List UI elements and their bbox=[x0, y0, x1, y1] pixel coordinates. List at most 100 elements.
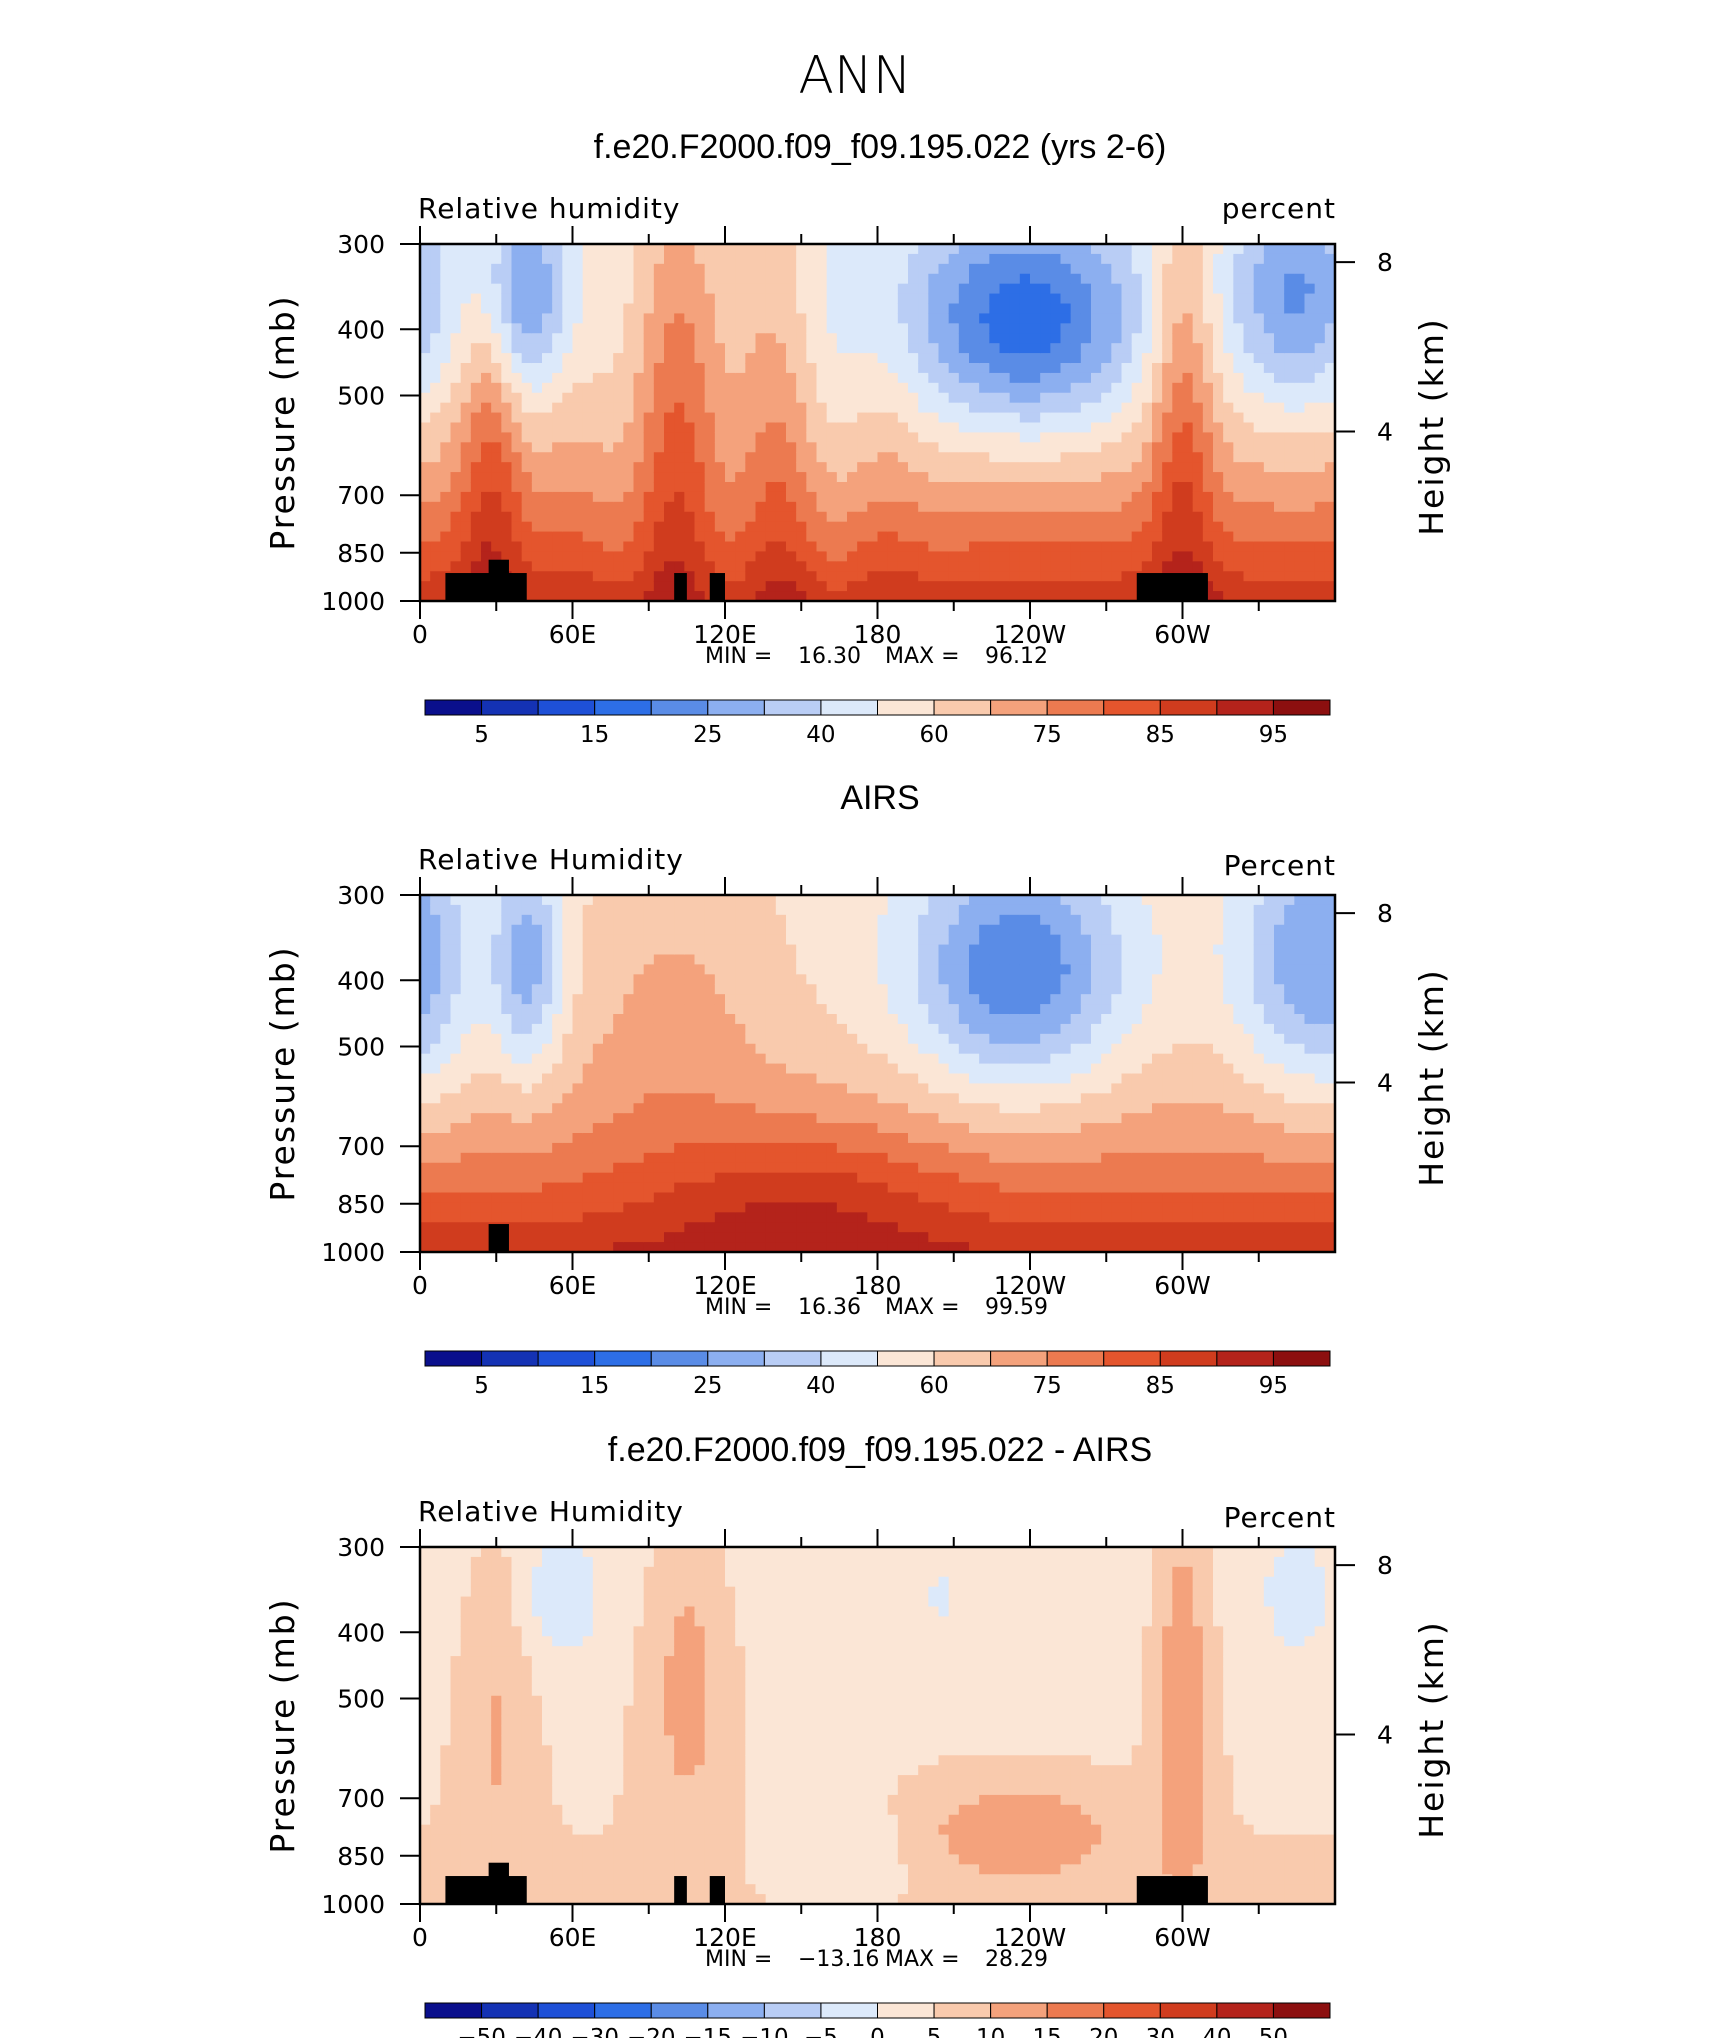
heatmap-cell bbox=[704, 541, 716, 553]
heatmap-cell bbox=[735, 964, 746, 975]
heatmap-cell bbox=[765, 531, 777, 543]
heatmap-cell bbox=[653, 541, 665, 553]
heatmap-cell bbox=[633, 1242, 645, 1253]
heatmap-cell bbox=[714, 462, 726, 473]
heatmap-cell bbox=[735, 1123, 746, 1134]
heatmap-cell bbox=[1141, 432, 1153, 443]
heatmap-cell bbox=[1294, 363, 1306, 374]
heatmap-cell bbox=[1243, 303, 1255, 315]
heatmap-cell bbox=[1121, 521, 1133, 533]
heatmap-cell bbox=[603, 244, 614, 255]
heatmap-cell bbox=[511, 462, 523, 473]
heatmap-cell bbox=[755, 1232, 767, 1243]
heatmap-cell bbox=[1274, 591, 1285, 602]
heatmap-cell bbox=[1050, 501, 1062, 513]
heatmap-cell bbox=[643, 1133, 655, 1144]
colorbar-box bbox=[877, 699, 935, 716]
heatmap-cell bbox=[938, 293, 950, 305]
heatmap-cell bbox=[440, 343, 452, 354]
heatmap-cell bbox=[420, 954, 431, 966]
heatmap-cell bbox=[704, 895, 716, 906]
heatmap-cell bbox=[1101, 343, 1112, 354]
heatmap-cell bbox=[847, 462, 858, 473]
heatmap-cell bbox=[826, 1073, 838, 1085]
heatmap-cell bbox=[1111, 501, 1123, 513]
heatmap-cell bbox=[1040, 372, 1051, 384]
heatmap-cell bbox=[501, 531, 513, 543]
heatmap-cell bbox=[1152, 244, 1163, 255]
heatmap-cell bbox=[592, 1113, 604, 1124]
heatmap-cell bbox=[999, 561, 1011, 572]
heatmap-cell bbox=[1009, 273, 1021, 285]
heatmap-cell bbox=[531, 263, 543, 275]
heatmap-cell bbox=[806, 561, 818, 572]
heatmap-cell bbox=[765, 442, 777, 453]
heatmap-cell bbox=[470, 1113, 482, 1124]
heatmap-cell bbox=[969, 273, 980, 285]
heatmap-cell bbox=[1162, 303, 1173, 315]
heatmap-cell bbox=[1009, 244, 1021, 255]
heatmap-cell bbox=[664, 442, 675, 453]
heatmap-cell bbox=[1050, 333, 1062, 344]
heatmap-cell bbox=[867, 442, 879, 453]
heatmap-cell bbox=[755, 372, 767, 384]
heatmap-cell bbox=[1121, 402, 1133, 414]
heatmap-cell bbox=[1152, 442, 1163, 453]
heatmap-cell bbox=[684, 363, 696, 374]
heatmap-cell bbox=[562, 591, 574, 602]
heatmap-cell bbox=[887, 914, 899, 926]
heatmap-cell bbox=[674, 343, 685, 354]
heatmap-cell bbox=[633, 333, 645, 344]
heatmap-cell bbox=[1314, 353, 1326, 364]
heatmap-cell bbox=[470, 323, 482, 334]
heatmap-cell bbox=[684, 343, 696, 354]
heatmap-cell bbox=[582, 422, 594, 434]
heatmap-cell bbox=[857, 1033, 868, 1045]
heatmap-cell bbox=[1253, 452, 1265, 463]
heatmap-cell bbox=[958, 402, 970, 414]
heatmap-cell bbox=[1253, 333, 1265, 344]
heatmap-cell bbox=[847, 1023, 858, 1035]
heatmap-cell bbox=[735, 372, 746, 384]
heatmap-cell bbox=[704, 1113, 716, 1124]
heatmap-cell bbox=[1294, 511, 1306, 523]
heatmap-cell bbox=[796, 363, 807, 374]
heatmap-cell bbox=[674, 1033, 685, 1045]
heatmap-cell bbox=[887, 924, 899, 936]
heatmap-cell bbox=[1050, 313, 1062, 324]
heatmap-cell bbox=[857, 1222, 868, 1233]
heatmap-cell bbox=[836, 944, 848, 956]
panel-title: f.e20.F2000.f09_f09.195.022 (yrs 2-6) bbox=[594, 128, 1167, 166]
heatmap-cell bbox=[684, 491, 696, 503]
heatmap-cell bbox=[725, 392, 736, 404]
heatmap-cell bbox=[481, 244, 492, 255]
heatmap-cell bbox=[562, 944, 574, 956]
heatmap-cell bbox=[440, 303, 452, 315]
heatmap-cell bbox=[562, 273, 574, 285]
heatmap-cell bbox=[623, 551, 635, 562]
heatmap-cell bbox=[1060, 501, 1072, 513]
heatmap-cell bbox=[1253, 432, 1265, 443]
heatmap-cell bbox=[796, 571, 807, 582]
heatmap-cell bbox=[1182, 263, 1194, 275]
heatmap-cell bbox=[552, 591, 563, 602]
heatmap-cell bbox=[725, 452, 736, 463]
heatmap-cell bbox=[1060, 343, 1072, 354]
heatmap-cell bbox=[1080, 482, 1092, 493]
heatmap-cell bbox=[511, 1033, 523, 1045]
heatmap-cell bbox=[1324, 482, 1336, 493]
heatmap-cell bbox=[1121, 571, 1133, 582]
heatmap-cell bbox=[755, 363, 767, 374]
heatmap-cell bbox=[694, 491, 706, 503]
heatmap-cell bbox=[836, 1202, 848, 1213]
heatmap-cell bbox=[887, 531, 899, 543]
heatmap-cell bbox=[1162, 244, 1173, 255]
heatmap-cell bbox=[1314, 402, 1326, 414]
heatmap-cell bbox=[857, 1063, 868, 1075]
heatmap-cell bbox=[531, 1152, 543, 1164]
heatmap-cell bbox=[1009, 511, 1021, 523]
heatmap-cell bbox=[1233, 511, 1245, 523]
heatmap-cell bbox=[918, 273, 929, 285]
heatmap-cell bbox=[1253, 244, 1265, 255]
heatmap-cell bbox=[887, 382, 899, 394]
